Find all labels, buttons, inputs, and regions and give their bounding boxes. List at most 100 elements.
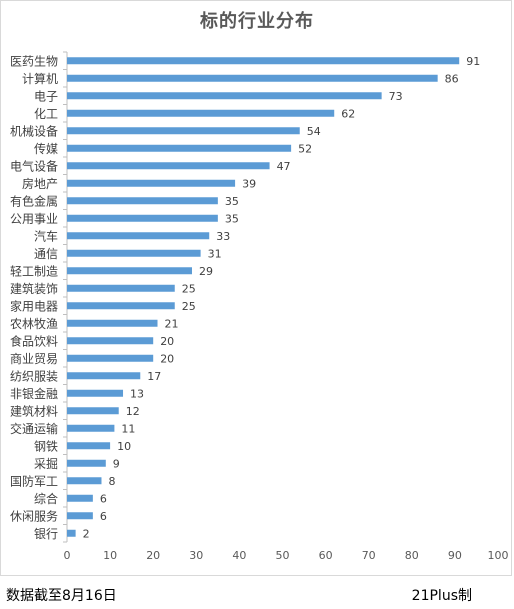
data-date-note: 数据截至8月16日 bbox=[6, 588, 117, 604]
bar bbox=[67, 127, 300, 135]
bar bbox=[67, 407, 119, 415]
category-label: 商业贸易 bbox=[10, 351, 58, 366]
category-label: 医药生物 bbox=[10, 54, 58, 68]
bar bbox=[67, 459, 106, 467]
data-label: 86 bbox=[445, 72, 459, 85]
x-tick-label: 70 bbox=[362, 549, 376, 562]
data-label: 20 bbox=[160, 352, 174, 365]
bar bbox=[67, 302, 175, 310]
data-label: 17 bbox=[147, 370, 161, 383]
x-tick-label: 40 bbox=[232, 549, 246, 562]
x-tick-label: 60 bbox=[319, 549, 333, 562]
bar bbox=[67, 354, 154, 362]
data-label: 8 bbox=[108, 475, 115, 488]
chart-frame: 标的行业分布 医药生物 91 计算机 86 电子 73 化工 62 机械设备 54 传媒 52 电气设备… bbox=[0, 0, 512, 576]
category-label: 轻工制造 bbox=[10, 264, 58, 278]
data-label: 2 bbox=[83, 527, 90, 540]
data-label: 9 bbox=[113, 457, 120, 470]
category-label: 国防军工 bbox=[10, 473, 58, 488]
category-label: 传媒 bbox=[34, 141, 58, 156]
x-tick-label: 80 bbox=[405, 549, 419, 562]
bar bbox=[67, 337, 154, 345]
data-label: 6 bbox=[100, 510, 107, 523]
bar bbox=[67, 284, 175, 292]
data-label: 21 bbox=[165, 317, 179, 330]
bar bbox=[67, 109, 335, 117]
bar bbox=[67, 179, 236, 187]
category-label: 食品饮料 bbox=[10, 333, 58, 348]
bar bbox=[67, 494, 93, 502]
data-label: 20 bbox=[160, 335, 174, 348]
bar bbox=[67, 197, 218, 205]
category-label: 非银金融 bbox=[10, 386, 58, 401]
bar bbox=[67, 529, 76, 537]
data-label: 31 bbox=[208, 247, 222, 260]
category-label: 化工 bbox=[34, 107, 58, 121]
x-tick-label: 10 bbox=[103, 549, 117, 562]
source-credit: 21Plus制 bbox=[411, 588, 472, 604]
bar bbox=[67, 424, 115, 432]
data-label: 62 bbox=[341, 107, 355, 120]
bar bbox=[67, 267, 192, 275]
category-label: 房地产 bbox=[22, 176, 58, 191]
bar bbox=[67, 162, 270, 170]
bar bbox=[67, 144, 292, 152]
bar bbox=[67, 57, 460, 65]
bar bbox=[67, 214, 218, 222]
data-label: 35 bbox=[225, 195, 239, 208]
x-tick-label: 50 bbox=[276, 549, 290, 562]
category-label: 有色金属 bbox=[10, 193, 58, 208]
category-label: 通信 bbox=[34, 247, 58, 261]
bar bbox=[67, 249, 201, 257]
category-label: 建筑装饰 bbox=[10, 281, 58, 296]
data-label: 35 bbox=[225, 212, 239, 225]
category-label: 采掘 bbox=[34, 456, 58, 471]
bar bbox=[67, 74, 438, 82]
data-label: 33 bbox=[216, 230, 230, 243]
category-label: 交通运输 bbox=[10, 421, 58, 436]
category-label: 电子 bbox=[34, 89, 58, 103]
data-label: 25 bbox=[182, 300, 196, 313]
category-label: 公用事业 bbox=[10, 212, 58, 226]
data-label: 12 bbox=[126, 405, 140, 418]
bar bbox=[67, 442, 111, 450]
data-label: 91 bbox=[466, 55, 480, 68]
bar bbox=[67, 512, 93, 520]
data-label: 25 bbox=[182, 282, 196, 295]
data-label: 54 bbox=[307, 125, 321, 138]
category-label: 家用电器 bbox=[10, 298, 58, 313]
category-label: 机械设备 bbox=[10, 123, 58, 138]
bar bbox=[67, 372, 141, 380]
data-label: 6 bbox=[100, 492, 107, 505]
bar bbox=[67, 319, 158, 327]
category-label: 休闲服务 bbox=[10, 508, 58, 523]
data-label: 11 bbox=[121, 422, 135, 435]
category-label: 电气设备 bbox=[10, 158, 58, 173]
bar bbox=[67, 92, 382, 100]
category-label: 汽车 bbox=[34, 228, 58, 243]
x-tick-label: 0 bbox=[64, 549, 71, 562]
category-label: 农林牧渔 bbox=[10, 317, 58, 331]
data-label: 10 bbox=[117, 440, 131, 453]
category-label: 计算机 bbox=[22, 71, 58, 86]
data-label: 47 bbox=[277, 160, 291, 173]
data-label: 52 bbox=[298, 142, 312, 155]
data-label: 13 bbox=[130, 387, 144, 400]
x-tick-label: 90 bbox=[448, 549, 462, 562]
bar bbox=[67, 477, 102, 485]
chart-title: 标的行业分布 bbox=[200, 11, 314, 32]
data-label: 73 bbox=[389, 90, 403, 103]
x-tick-label: 30 bbox=[189, 549, 203, 562]
category-label: 纺织服装 bbox=[10, 369, 58, 383]
category-label: 钢铁 bbox=[34, 439, 58, 453]
bar bbox=[67, 232, 210, 240]
category-label: 综合 bbox=[34, 491, 58, 506]
x-tick-label: 20 bbox=[146, 549, 160, 562]
data-label: 29 bbox=[199, 265, 213, 278]
category-label: 银行 bbox=[34, 527, 58, 541]
bar bbox=[67, 389, 124, 397]
category-label: 建筑材料 bbox=[10, 403, 58, 418]
footer: 数据截至8月16日 21Plus制 bbox=[0, 578, 514, 609]
data-label: 39 bbox=[242, 177, 256, 190]
